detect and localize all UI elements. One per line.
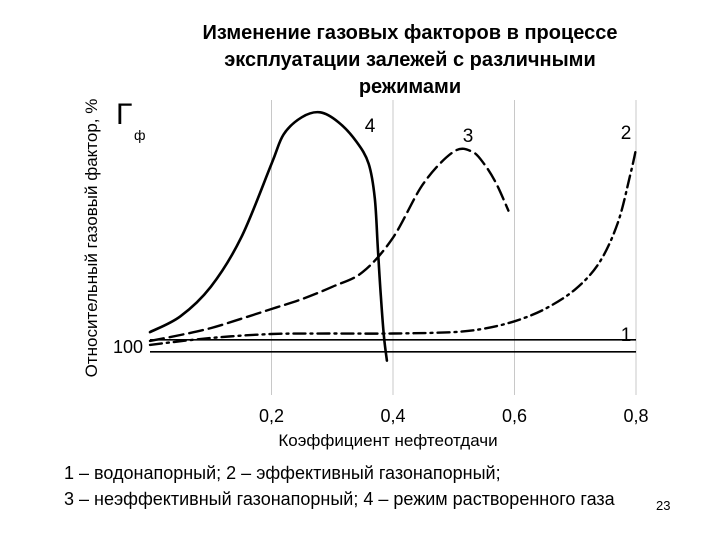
series-label-2: 2 [621, 123, 632, 144]
y-tick-label-0: 100 [113, 337, 143, 357]
page-number: 23 [656, 498, 671, 513]
legend-line-1: 1 – водонапорный; 2 – эффективный газона… [64, 463, 501, 483]
tick-labels: 0,2 0,4 0,6 0,8 100 [113, 337, 649, 426]
series-lines [148, 110, 638, 362]
title-line-3: режимами [358, 76, 462, 98]
grid-lines [271, 100, 637, 395]
y-axis-symbol: Г ф [116, 98, 146, 143]
title-line-2: эксплуатации залежей с различными [224, 49, 596, 71]
x-tick-label-3: 0,8 [623, 406, 648, 426]
series-label-4: 4 [365, 116, 376, 137]
series-label-3: 3 [463, 126, 474, 147]
series-4-curve [148, 110, 389, 362]
legend: 1 – водонапорный; 2 – эффективный газона… [64, 460, 615, 512]
series-3-curve [148, 147, 510, 343]
y-axis-symbol-subscript: ф [134, 127, 146, 143]
chart-title: Изменение газовых факторов в процессе эк… [140, 20, 680, 101]
x-tick-label-0: 0,2 [259, 406, 284, 426]
title-line-1: Изменение газовых факторов в процессе [202, 22, 618, 44]
y-axis-label: Относительный газовый фактор, % [82, 99, 101, 378]
legend-line-2: 3 – неэффективный газонапорный; 4 – режи… [64, 489, 615, 509]
x-axis-label: Коэффициент нефтеотдачи [278, 431, 497, 450]
x-tick-label-2: 0,6 [502, 406, 527, 426]
y-axis-symbol-letter: Г [116, 98, 132, 131]
x-tick-label-1: 0,4 [380, 406, 405, 426]
series-2-curve [148, 148, 638, 347]
series-label-1: 1 [621, 325, 632, 346]
series-labels: 1 2 3 4 [365, 116, 632, 346]
